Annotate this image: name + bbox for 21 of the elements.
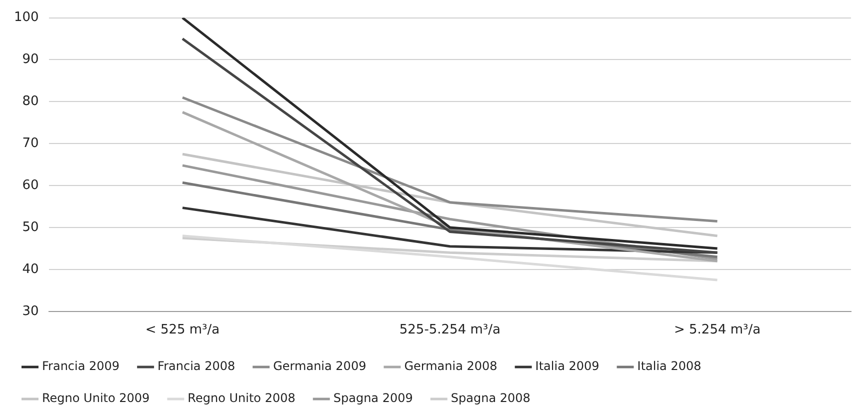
legend-label: Regno Unito 2009 bbox=[42, 391, 150, 406]
legend-label: Francia 2008 bbox=[158, 359, 236, 374]
legend-label: Francia 2009 bbox=[42, 359, 120, 374]
y-tick-label: 50 bbox=[22, 220, 39, 235]
x-tick-label: > 5.254 m³/a bbox=[674, 322, 761, 338]
legend-label: Germania 2009 bbox=[273, 359, 366, 374]
legend-label: Germania 2008 bbox=[404, 359, 498, 374]
y-tick-label: 90 bbox=[22, 52, 39, 68]
legend-label: Italia 2008 bbox=[637, 359, 702, 374]
x-tick-label: 525-5.254 m³/a bbox=[399, 322, 500, 338]
y-tick-label: 40 bbox=[22, 262, 39, 277]
legend-label: Spagna 2008 bbox=[450, 391, 530, 406]
legend-label: Spagna 2009 bbox=[333, 391, 413, 406]
y-tick-label: 100 bbox=[14, 10, 39, 26]
legend-label: Regno Unito 2008 bbox=[188, 391, 296, 406]
x-tick-label: < 525 m³/a bbox=[145, 322, 220, 338]
y-tick-label: 70 bbox=[22, 136, 39, 152]
y-tick-label: 30 bbox=[22, 304, 39, 319]
y-tick-label: 80 bbox=[22, 94, 39, 110]
legend-label: Italia 2009 bbox=[535, 359, 600, 374]
y-tick-label: 60 bbox=[22, 178, 39, 193]
